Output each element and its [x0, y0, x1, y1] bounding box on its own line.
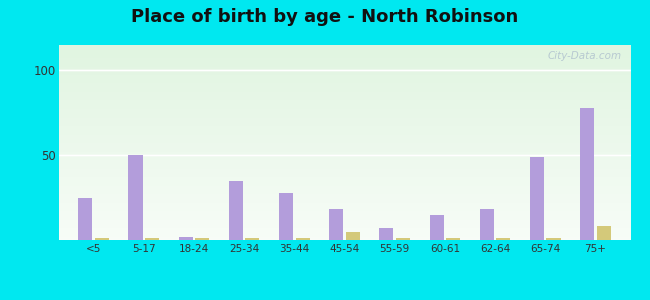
Bar: [530, 157, 544, 240]
Text: Place of birth by age - North Robinson: Place of birth by age - North Robinson: [131, 8, 519, 26]
Bar: [329, 209, 343, 240]
Bar: [346, 232, 360, 240]
Bar: [179, 237, 192, 240]
Bar: [396, 238, 410, 240]
Bar: [497, 238, 510, 240]
Bar: [580, 108, 594, 240]
Bar: [95, 238, 109, 240]
Bar: [480, 209, 494, 240]
Bar: [129, 155, 142, 240]
Bar: [430, 214, 443, 240]
Bar: [296, 238, 309, 240]
Bar: [446, 238, 460, 240]
Bar: [229, 181, 243, 240]
Bar: [145, 238, 159, 240]
Bar: [195, 238, 209, 240]
Bar: [547, 238, 560, 240]
Bar: [246, 238, 259, 240]
Bar: [597, 226, 611, 240]
Bar: [380, 228, 393, 240]
Bar: [78, 198, 92, 240]
Text: City-Data.com: City-Data.com: [548, 51, 622, 61]
Bar: [279, 193, 293, 240]
